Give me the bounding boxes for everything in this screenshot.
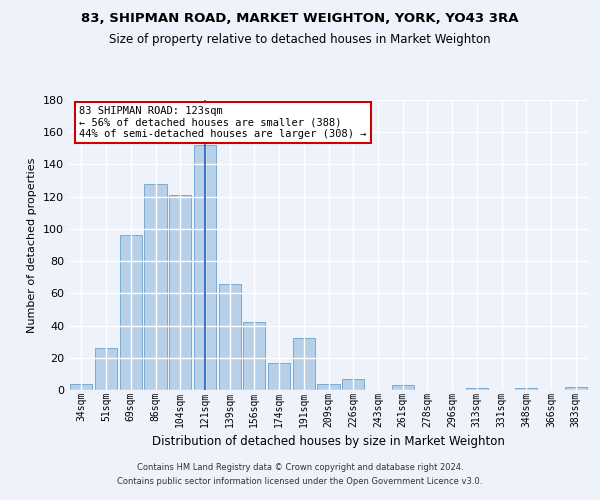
Bar <box>169 195 191 390</box>
Text: 83, SHIPMAN ROAD, MARKET WEIGHTON, YORK, YO43 3RA: 83, SHIPMAN ROAD, MARKET WEIGHTON, YORK,… <box>81 12 519 26</box>
Bar <box>268 362 290 390</box>
Bar <box>119 236 142 390</box>
Bar <box>293 338 315 390</box>
Bar <box>70 384 92 390</box>
Text: 83 SHIPMAN ROAD: 123sqm
← 56% of detached houses are smaller (388)
44% of semi-d: 83 SHIPMAN ROAD: 123sqm ← 56% of detache… <box>79 106 367 139</box>
Bar <box>218 284 241 390</box>
Bar <box>194 145 216 390</box>
Text: Size of property relative to detached houses in Market Weighton: Size of property relative to detached ho… <box>109 32 491 46</box>
Bar <box>342 378 364 390</box>
Text: Contains HM Land Registry data © Crown copyright and database right 2024.: Contains HM Land Registry data © Crown c… <box>137 464 463 472</box>
Y-axis label: Number of detached properties: Number of detached properties <box>28 158 37 332</box>
Bar <box>565 387 587 390</box>
Bar <box>145 184 167 390</box>
Bar <box>95 348 117 390</box>
X-axis label: Distribution of detached houses by size in Market Weighton: Distribution of detached houses by size … <box>152 435 505 448</box>
Bar <box>243 322 265 390</box>
Bar <box>466 388 488 390</box>
Bar <box>515 388 538 390</box>
Bar <box>392 385 414 390</box>
Bar <box>317 384 340 390</box>
Text: Contains public sector information licensed under the Open Government Licence v3: Contains public sector information licen… <box>118 477 482 486</box>
